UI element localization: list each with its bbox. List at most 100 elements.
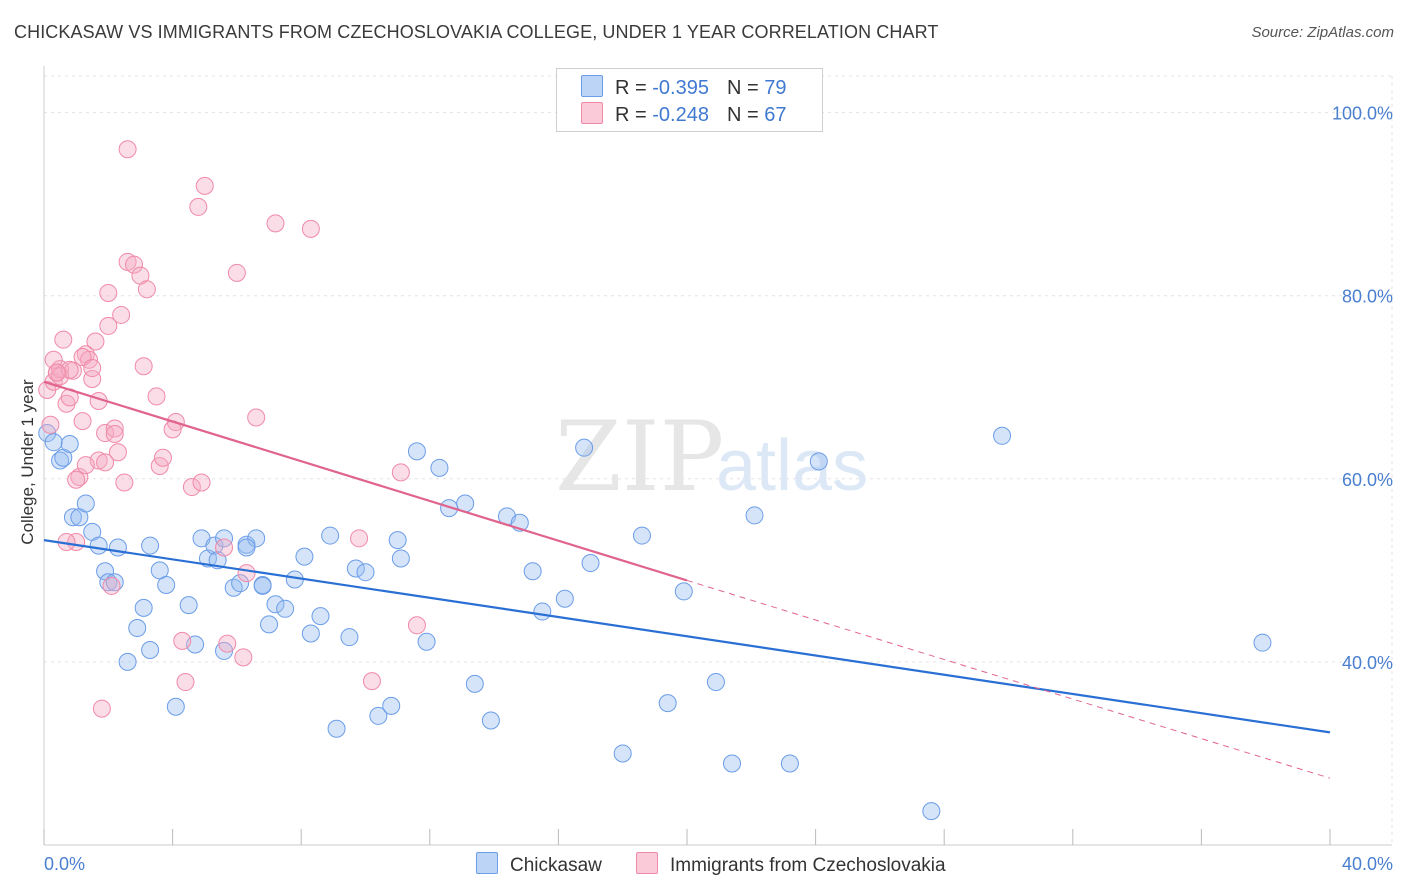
czech-point: [153, 448, 172, 467]
chickasaw-point: [356, 563, 375, 582]
czech-point: [218, 634, 237, 653]
legend-n-value: 79: [764, 77, 787, 99]
y-tick-label: 60.0%: [1342, 470, 1393, 490]
chickasaw-point: [745, 506, 764, 525]
legend-r-value: -0.395: [652, 77, 709, 99]
chickasaw-point: [632, 526, 651, 545]
chickasaw-point: [141, 536, 160, 555]
czech-point: [147, 387, 166, 406]
czech-point: [362, 672, 381, 691]
data-points: [38, 140, 1272, 821]
chickasaw-point: [581, 554, 600, 573]
czech-point: [227, 263, 246, 282]
chickasaw-point: [51, 451, 70, 470]
chickasaw-point: [346, 559, 365, 578]
czech-point: [83, 359, 102, 378]
bottom-legend-chickasaw: Chickasaw: [476, 852, 602, 877]
chickasaw-point: [128, 619, 147, 638]
czech-point: [176, 673, 195, 692]
czech-point: [54, 330, 73, 349]
chickasaw-point: [658, 694, 677, 713]
czech-point: [115, 473, 134, 492]
czech-point: [73, 412, 92, 431]
chickasaw-point: [382, 696, 401, 715]
czech-point: [192, 473, 211, 492]
chickasaw-point: [99, 573, 118, 592]
czech-point: [391, 463, 410, 482]
chart-title: CHICKASAW VS IMMIGRANTS FROM CZECHOSLOVA…: [14, 22, 939, 42]
y-axis-label: College, Under 1 year: [18, 379, 37, 545]
y-tick-label: 40.0%: [1342, 653, 1393, 673]
bottom-legend-swatch-czech: [636, 852, 658, 874]
legend-swatch-czech: [581, 102, 603, 124]
chickasaw-point: [369, 706, 388, 725]
y-tick-label: 100.0%: [1332, 104, 1393, 124]
chickasaw-point: [134, 598, 153, 617]
chickasaw-point: [276, 599, 295, 618]
chickasaw-point: [60, 435, 79, 454]
czech-point: [41, 415, 60, 434]
chickasaw-point: [407, 442, 426, 461]
czech-point: [134, 357, 153, 376]
czech-point: [92, 699, 111, 718]
chickasaw-point: [166, 697, 185, 716]
czech-point: [112, 305, 131, 324]
chickasaw-point: [1253, 633, 1272, 652]
chickasaw-point: [141, 641, 160, 660]
x-tick-label-min: 0.0%: [44, 854, 85, 874]
chickasaw-point: [555, 589, 574, 608]
legend-r-label: R =: [615, 77, 653, 99]
chickasaw-point: [523, 562, 542, 581]
czech-point: [86, 332, 105, 351]
legend-n-value: 67: [764, 104, 787, 126]
czech-point: [182, 478, 201, 497]
chickasaw-point: [295, 547, 314, 566]
chickasaw-point: [224, 578, 243, 597]
bottom-legend-czech: Immigrants from Czechoslovakia: [636, 852, 946, 877]
chickasaw-point: [231, 574, 250, 593]
chickasaw-point: [613, 744, 632, 763]
watermark-atlas: atlas: [716, 426, 868, 506]
chickasaw-point: [922, 802, 941, 821]
chickasaw-point: [266, 595, 285, 614]
chickasaw-point: [108, 538, 127, 557]
chickasaw-point: [311, 607, 330, 626]
chickasaw-point: [481, 711, 500, 730]
x-tick-label-max: 40.0%: [1342, 854, 1393, 874]
axes: [43, 66, 1392, 846]
chickasaw-point: [63, 508, 82, 527]
bottom-legend-label-czech: Immigrants from Czechoslovakia: [670, 855, 946, 876]
trend-line-czech: [43, 380, 688, 582]
legend-row-czech: R = -0.248 N = 67: [581, 102, 786, 126]
watermark-zip: ZIP: [555, 401, 724, 513]
chickasaw-point: [430, 458, 449, 477]
legend-n-label: N =: [726, 104, 765, 126]
czech-point: [83, 370, 102, 389]
chickasaw-point: [105, 573, 124, 592]
czech-point: [96, 424, 115, 443]
czech-point: [301, 219, 320, 238]
czech-point: [96, 453, 115, 472]
czech-point: [99, 316, 118, 335]
chickasaw-point: [809, 452, 828, 471]
czech-point: [195, 176, 214, 195]
czech-point: [125, 255, 144, 274]
czech-point: [234, 648, 253, 667]
chickasaw-point: [340, 628, 359, 647]
czech-point: [47, 363, 66, 382]
czech-point: [105, 424, 124, 443]
chickasaw-point: [215, 529, 234, 548]
czech-point: [350, 529, 369, 548]
watermark: ZIP atlas: [555, 401, 868, 513]
chickasaw-point: [465, 674, 484, 693]
chickasaw-point: [533, 602, 552, 621]
czech-point: [118, 140, 137, 159]
y-tick-label: 80.0%: [1342, 287, 1393, 307]
chickasaw-point: [706, 673, 725, 692]
czech-point: [102, 576, 121, 595]
chickasaw-point: [321, 526, 340, 545]
chickasaw-point: [253, 576, 272, 595]
chickasaw-point: [247, 529, 266, 548]
czech-point: [76, 456, 95, 475]
